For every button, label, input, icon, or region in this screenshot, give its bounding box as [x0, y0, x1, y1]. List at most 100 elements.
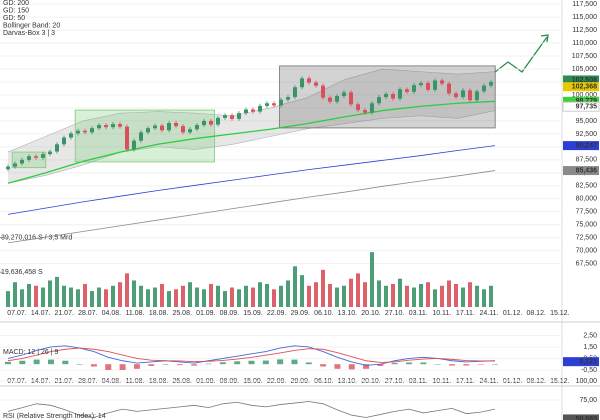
candle-body — [188, 129, 192, 133]
candle-body — [111, 124, 115, 128]
macd-histogram-bar — [162, 364, 169, 365]
volume-bar — [384, 285, 388, 307]
y-tick-label: 107,500 — [572, 53, 597, 60]
volume-bar — [34, 285, 38, 307]
price-tag-label: 97,735 — [576, 104, 598, 111]
macd-histogram-bar — [5, 361, 11, 365]
volume-bar — [391, 283, 395, 307]
price-tag — [563, 414, 599, 420]
y-tick-label: 82,500 — [576, 183, 598, 190]
volume-bar — [216, 285, 220, 307]
candle-body — [6, 166, 10, 170]
candle-body — [377, 97, 381, 104]
candle-body — [118, 124, 122, 127]
macd-histogram-bar — [76, 364, 83, 365]
macd-histogram-bar — [219, 362, 226, 365]
volume-bar — [62, 285, 66, 307]
y-tick-label: 100,000 — [572, 92, 597, 99]
candle-body — [482, 85, 486, 92]
volume-bar — [314, 282, 318, 307]
macd-histogram-bar — [348, 364, 355, 370]
macd-histogram-bar — [377, 364, 384, 366]
forecast-head — [540, 34, 549, 43]
x-tick-label: 13.10. — [338, 310, 358, 317]
legend-entry: GD: 200 — [3, 0, 29, 7]
x-tick-label: 28.07. — [78, 310, 98, 317]
x-tick-label: 20.10. — [361, 310, 381, 317]
volume-bar — [335, 287, 339, 307]
y-tick-label: 105,000 — [572, 66, 597, 73]
candle-body — [202, 120, 206, 126]
macd-histogram-bar — [176, 364, 183, 366]
volume-bar — [475, 285, 479, 307]
candle-body — [160, 125, 164, 131]
y-tick-label: 72,500 — [576, 235, 598, 242]
legend-entry: GD: 150 — [3, 7, 29, 14]
y-tick-label: 77,500 — [576, 209, 598, 216]
volume-bar — [412, 287, 416, 307]
candle-body — [363, 110, 367, 113]
candle-body — [412, 85, 416, 92]
candle-body — [300, 78, 304, 88]
candle-body — [447, 83, 451, 94]
macd-histogram-bar — [47, 359, 54, 365]
volume-bar — [104, 289, 108, 307]
price-tag — [563, 141, 599, 151]
y-tick-label: 67,500 — [576, 261, 598, 268]
volume-bar — [188, 282, 192, 307]
x-tick-label: 24.11. — [480, 310, 499, 317]
volume-tick-label: 19,636,458 S — [1, 269, 43, 276]
volume-bar — [440, 285, 444, 307]
candle-body — [153, 125, 157, 129]
x-tick-label: 14.07. — [31, 310, 51, 317]
x-tick-label: 11.08. — [126, 310, 145, 317]
macd-histogram-bar — [148, 364, 155, 366]
macd-histogram-bar — [62, 360, 69, 365]
x-tick-label: 15.09. — [243, 310, 263, 317]
candle-body — [69, 133, 73, 138]
candle-body — [139, 132, 143, 141]
rsi-title: RSI (Relative Strength Index): 14 — [3, 413, 106, 420]
candle-body — [125, 126, 129, 150]
price-tag-label: 90,247 — [576, 142, 598, 149]
macd-title: MACD: 12 | 26 | 9 — [3, 349, 58, 356]
x-tick-label: 01.12. — [503, 310, 523, 317]
candle-body — [27, 156, 31, 160]
candle-body — [62, 137, 66, 145]
price-tag-label: 98,779 — [576, 98, 598, 105]
x-tick-label: 03.11. — [409, 310, 428, 317]
volume-bar — [118, 282, 122, 307]
x-tick-label: 27.10. — [385, 310, 405, 317]
candle-body — [314, 82, 318, 86]
price-tag-label: 102,508 — [572, 77, 597, 84]
macd-tick-label: 1,50 — [583, 344, 597, 351]
volume-bar — [6, 291, 10, 307]
x-tick-label: 04.08. — [102, 310, 122, 317]
macd-histogram-bar — [262, 360, 269, 365]
macd-histogram-bar — [191, 364, 198, 366]
candle-body — [209, 120, 213, 125]
volume-bar — [90, 291, 94, 307]
macd-histogram-bar — [406, 362, 413, 365]
x-tick-label: 25.08. — [172, 310, 192, 317]
candle-body — [475, 91, 479, 101]
candle-body — [433, 80, 437, 90]
x-tick-label: 18.08. — [149, 310, 169, 317]
macd-histogram-bar — [334, 364, 341, 369]
volume-bar — [13, 282, 17, 307]
darvas-box — [74, 109, 215, 163]
candle-body — [419, 83, 423, 86]
moving-average — [7, 100, 496, 184]
macd-histogram-bar — [133, 364, 140, 369]
x-tick-label: 15.12. — [550, 310, 570, 317]
volume-bar — [342, 285, 346, 307]
candle-body — [55, 144, 59, 152]
volume-bar — [272, 289, 276, 307]
price-tag-label: 85,436 — [576, 167, 598, 174]
volume-bar — [27, 283, 31, 307]
candle-body — [167, 123, 171, 131]
candle-body — [216, 117, 220, 125]
y-tick-label: 92,500 — [576, 131, 598, 138]
candle-body — [356, 104, 360, 111]
volume-bar — [258, 282, 262, 307]
